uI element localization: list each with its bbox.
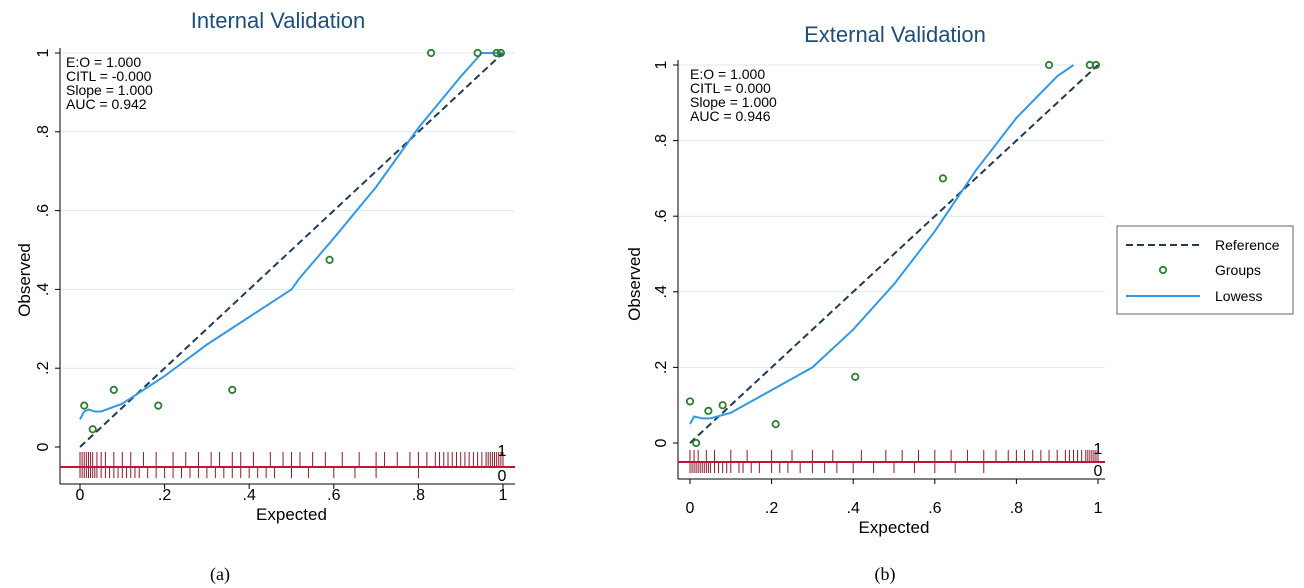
rug-label-event: 1 xyxy=(498,443,507,460)
stat-line: E:O = 1.000 xyxy=(66,54,141,70)
rug-label-event: 1 xyxy=(1094,441,1103,458)
group-point xyxy=(492,48,501,58)
stat-line: AUC = 0.942 xyxy=(66,96,147,112)
group-point xyxy=(704,406,713,415)
panel-internal-validation: 0 .2 .4 .6 .8 1 0 .2 .4 .6 .8 1 Expected Observed Inte… xyxy=(15,8,515,524)
x-tick-label: .2 xyxy=(158,487,171,504)
y-tick-label: 0 xyxy=(653,438,670,447)
rug-label-nonevent: 0 xyxy=(1094,463,1103,480)
x-tick-label: 0 xyxy=(686,500,695,517)
y-axis-label: Observed xyxy=(15,243,34,317)
legend-box xyxy=(1116,225,1294,315)
group-point xyxy=(685,397,695,406)
legend-groups-swatch xyxy=(1158,265,1168,275)
y-tick-label: .6 xyxy=(653,209,670,222)
stat-line: E:O = 1.000 xyxy=(690,66,765,82)
group-point xyxy=(692,438,701,448)
group-point xyxy=(1091,60,1101,70)
legend-label-groups: Groups xyxy=(1215,262,1261,278)
y-tick-label: .2 xyxy=(35,361,52,374)
chart-title: External Validation xyxy=(804,22,986,47)
y-tick-label: .2 xyxy=(653,361,670,374)
caption-a: (a) xyxy=(210,564,230,585)
legend-label-lowess: Lowess xyxy=(1215,288,1262,304)
x-tick-label: 1 xyxy=(499,487,508,504)
reference-line xyxy=(689,64,1099,444)
stat-line: CITL = 0.000 xyxy=(690,80,771,96)
group-point xyxy=(325,255,334,264)
stat-line: Slope = 1.000 xyxy=(66,82,153,98)
y-tick-label: .6 xyxy=(35,204,52,217)
group-point xyxy=(771,419,780,429)
group-point xyxy=(154,401,163,410)
y-axis-label: Observed xyxy=(625,247,644,321)
group-point xyxy=(938,174,948,183)
y-tick-label: 1 xyxy=(653,60,670,69)
panel-external-validation: 0 .2 .4 .6 .8 1 0 .2 .4 .6 .8 1 Expected Observed Exte… xyxy=(625,22,1105,537)
group-point xyxy=(88,425,97,434)
group-point xyxy=(1044,60,1054,70)
caption-b: (b) xyxy=(875,564,896,585)
group-point xyxy=(718,401,727,410)
legend: Reference Groups Lowess xyxy=(1116,225,1294,315)
y-tick-label: .4 xyxy=(653,285,670,298)
group-point xyxy=(851,372,860,381)
y-tick-label: .8 xyxy=(653,134,670,147)
x-tick-label: .8 xyxy=(1010,500,1023,517)
reference-line xyxy=(79,52,504,448)
lowess-line xyxy=(79,52,503,420)
y-tick-label: 0 xyxy=(35,442,52,451)
x-axis-label: Expected xyxy=(859,518,930,537)
group-point xyxy=(109,385,118,394)
x-tick-label: 1 xyxy=(1094,500,1103,517)
group-point xyxy=(473,48,482,58)
x-axis-label: Expected xyxy=(256,505,327,524)
rug-label-nonevent: 0 xyxy=(498,468,507,485)
x-tick-label: .4 xyxy=(847,500,860,517)
legend-label-reference: Reference xyxy=(1215,237,1280,253)
x-tick-label: .8 xyxy=(412,487,425,504)
group-point xyxy=(426,48,436,58)
lowess-line xyxy=(689,64,1075,425)
y-tick-label: .4 xyxy=(35,283,52,296)
y-tick-label: 1 xyxy=(35,48,52,57)
stat-line: AUC = 0.946 xyxy=(690,108,771,124)
group-point xyxy=(228,385,237,394)
stat-line: Slope = 1.000 xyxy=(690,94,777,110)
group-point xyxy=(80,401,89,410)
x-tick-label: .6 xyxy=(928,500,941,517)
chart-title: Internal Validation xyxy=(191,8,366,33)
x-tick-label: .4 xyxy=(243,487,256,504)
x-tick-label: .2 xyxy=(765,500,778,517)
x-tick-label: 0 xyxy=(76,487,85,504)
group-point xyxy=(496,48,505,58)
stat-line: CITL = -0.000 xyxy=(66,68,152,84)
x-tick-label: .6 xyxy=(327,487,340,504)
y-tick-label: .8 xyxy=(35,125,52,138)
